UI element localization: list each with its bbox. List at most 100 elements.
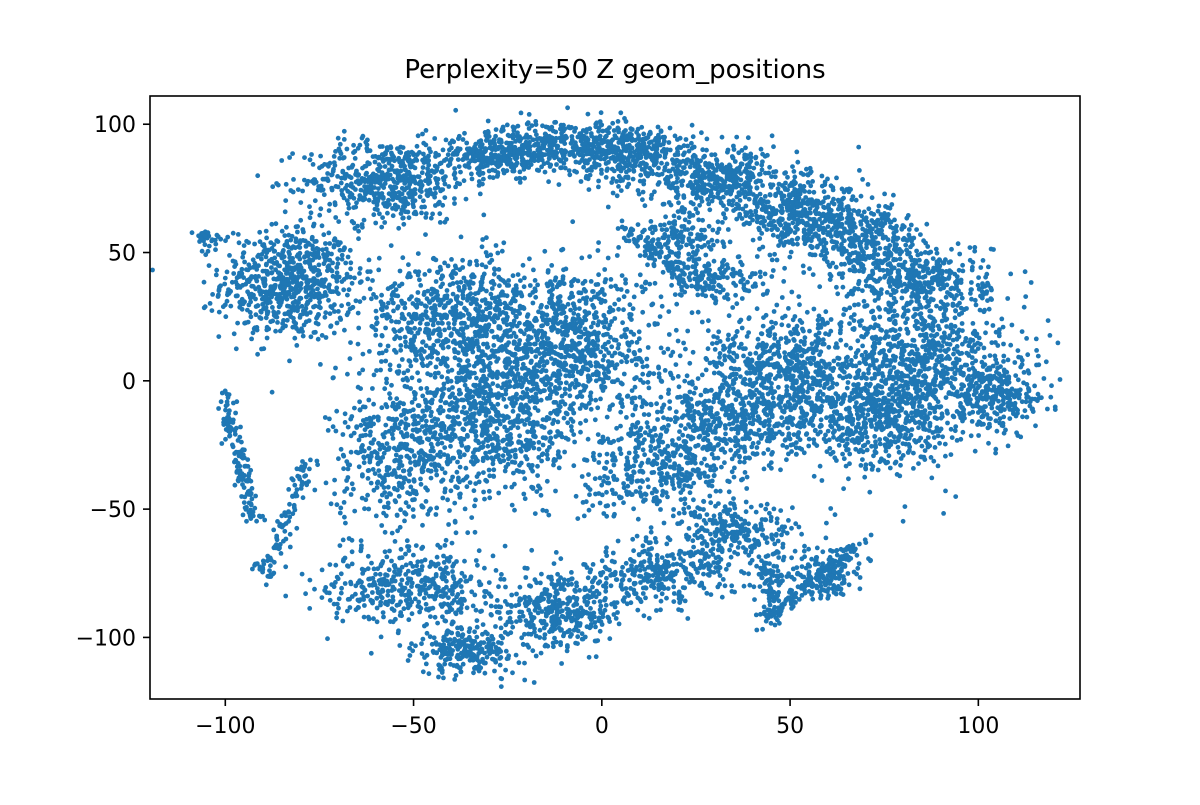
scatter-point — [1005, 296, 1011, 301]
scatter-point — [736, 183, 742, 189]
scatter-point — [816, 211, 822, 217]
scatter-point — [845, 255, 850, 261]
scatter-point — [359, 222, 365, 227]
scatter-point — [730, 198, 736, 204]
scatter-point — [423, 127, 429, 133]
scatter-point — [339, 279, 345, 284]
scatter-point — [652, 224, 658, 230]
scatter-point — [504, 140, 509, 146]
scatter-point — [885, 237, 891, 243]
scatter-point — [725, 227, 731, 232]
scatter-point — [491, 137, 497, 143]
scatter-point — [613, 156, 619, 161]
scatter-point — [970, 260, 976, 265]
scatter-point — [439, 168, 445, 174]
scatter-point — [411, 311, 417, 317]
scatter-point — [214, 267, 220, 273]
scatter-point — [482, 297, 488, 303]
scatter-point — [860, 226, 866, 232]
scatter-point — [371, 212, 377, 218]
scatter-point — [618, 188, 624, 194]
scatter-point — [314, 315, 319, 321]
scatter-point — [917, 263, 922, 269]
scatter-point — [482, 163, 488, 169]
scatter-point — [465, 297, 470, 303]
scatter-point — [390, 206, 395, 211]
scatter-point — [275, 310, 281, 315]
scatter-point — [741, 222, 747, 227]
scatter-point — [754, 194, 760, 199]
scatter-point — [333, 365, 338, 371]
scatter-point — [295, 229, 300, 235]
scatter-point — [261, 242, 267, 247]
scatter-point — [688, 200, 694, 205]
scatter-point — [491, 271, 497, 277]
scatter-point — [829, 238, 835, 244]
scatter-point — [223, 238, 228, 244]
scatter-point — [715, 191, 721, 197]
scatter-point — [879, 228, 884, 234]
scatter-point — [700, 217, 705, 223]
scatter-point — [690, 244, 695, 250]
scatter-point — [892, 290, 897, 295]
scatter-point — [455, 157, 461, 163]
scatter-point — [531, 158, 537, 164]
scatter-point — [612, 301, 618, 307]
scatter-point — [676, 215, 682, 221]
scatter-point — [281, 280, 287, 286]
scatter-point — [472, 158, 478, 164]
scatter-point — [714, 238, 720, 244]
scatter-point — [273, 328, 278, 334]
scatter-point — [475, 329, 481, 335]
scatter-point — [501, 170, 507, 176]
scatter-point — [343, 260, 349, 266]
scatter-point — [664, 147, 670, 153]
scatter-point — [453, 107, 459, 113]
scatter-point — [363, 188, 368, 194]
scatter-point — [893, 244, 898, 250]
scatter-point — [635, 222, 641, 228]
scatter-point — [684, 170, 689, 176]
scatter-point — [930, 256, 936, 261]
scatter-point — [391, 308, 396, 314]
scatter-point — [934, 250, 940, 256]
scatter-point — [355, 145, 361, 151]
scatter-point — [300, 329, 305, 334]
scatter-point — [806, 189, 812, 195]
scatter-point — [703, 189, 709, 195]
scatter-point — [721, 257, 727, 263]
scatter-point — [762, 271, 768, 277]
scatter-point — [477, 191, 483, 197]
scatter-point — [611, 168, 617, 174]
scatter-point — [899, 262, 904, 268]
scatter-point — [645, 171, 650, 177]
scatter-point — [335, 239, 340, 245]
scatter-point — [346, 205, 352, 211]
scatter-point — [430, 256, 436, 262]
scatter-point — [315, 321, 321, 327]
scatter-point — [746, 288, 752, 294]
scatter-point — [433, 154, 438, 159]
scatter-point — [797, 302, 802, 308]
scatter-point — [446, 321, 451, 326]
scatter-point — [978, 265, 984, 270]
scatter-point — [467, 285, 473, 291]
scatter-point — [315, 268, 320, 273]
scatter-point — [440, 147, 446, 153]
scatter-point — [389, 318, 394, 324]
scatter-point — [481, 176, 486, 182]
scatter-point — [705, 240, 711, 245]
scatter-point — [666, 220, 672, 226]
scatter-point — [360, 165, 365, 171]
scatter-point — [491, 315, 496, 320]
scatter-point — [337, 247, 343, 253]
scatter-point — [834, 233, 840, 239]
scatter-point — [269, 270, 274, 276]
scatter-point — [887, 284, 893, 289]
scatter-point — [239, 296, 245, 302]
scatter-point — [702, 171, 708, 176]
scatter-point — [235, 285, 240, 290]
scatter-point — [618, 110, 624, 116]
scatter-point — [365, 179, 371, 185]
scatter-point — [662, 242, 668, 247]
